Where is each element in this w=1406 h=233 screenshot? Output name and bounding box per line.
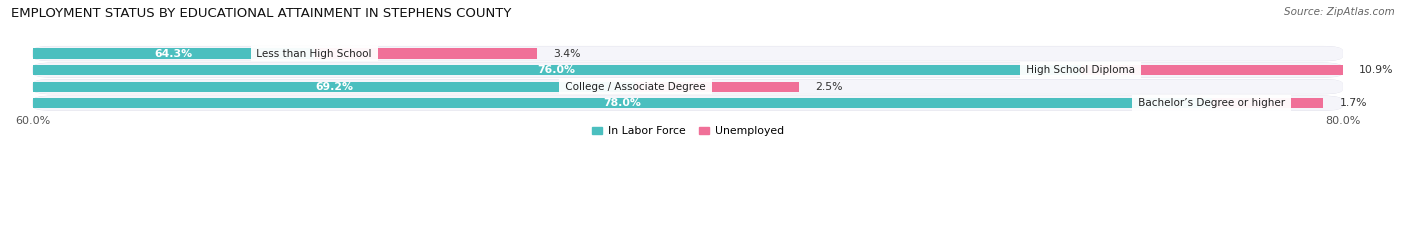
Legend: In Labor Force, Unemployed: In Labor Force, Unemployed (588, 122, 789, 140)
Text: 76.0%: 76.0% (537, 65, 575, 75)
Bar (32, 98, 1212, 108)
Text: Source: ZipAtlas.com: Source: ZipAtlas.com (1284, 7, 1395, 17)
Text: 10.9%: 10.9% (1360, 65, 1393, 75)
Text: 2.5%: 2.5% (815, 82, 844, 92)
FancyBboxPatch shape (32, 46, 1343, 61)
Text: College / Associate Degree: College / Associate Degree (562, 82, 709, 92)
Text: Bachelor’s Degree or higher: Bachelor’s Degree or higher (1135, 98, 1288, 108)
Bar (32, 65, 1081, 75)
Text: 78.0%: 78.0% (603, 98, 641, 108)
Text: High School Diploma: High School Diploma (1024, 65, 1139, 75)
Bar (1212, 98, 1323, 108)
FancyBboxPatch shape (32, 79, 1343, 94)
FancyBboxPatch shape (32, 79, 1343, 94)
Text: Less than High School: Less than High School (253, 48, 375, 58)
FancyBboxPatch shape (32, 62, 1343, 78)
FancyBboxPatch shape (32, 96, 1343, 110)
FancyBboxPatch shape (32, 63, 1343, 77)
FancyBboxPatch shape (32, 96, 1343, 111)
Bar (1081, 65, 1343, 75)
Text: 1.7%: 1.7% (1340, 98, 1367, 108)
Text: 64.3%: 64.3% (155, 48, 193, 58)
Bar (315, 48, 537, 59)
Bar (636, 82, 799, 92)
Text: 3.4%: 3.4% (554, 48, 581, 58)
FancyBboxPatch shape (32, 46, 1343, 61)
Text: 69.2%: 69.2% (315, 82, 353, 92)
Bar (32, 48, 315, 59)
Bar (32, 82, 636, 92)
Text: EMPLOYMENT STATUS BY EDUCATIONAL ATTAINMENT IN STEPHENS COUNTY: EMPLOYMENT STATUS BY EDUCATIONAL ATTAINM… (11, 7, 512, 20)
